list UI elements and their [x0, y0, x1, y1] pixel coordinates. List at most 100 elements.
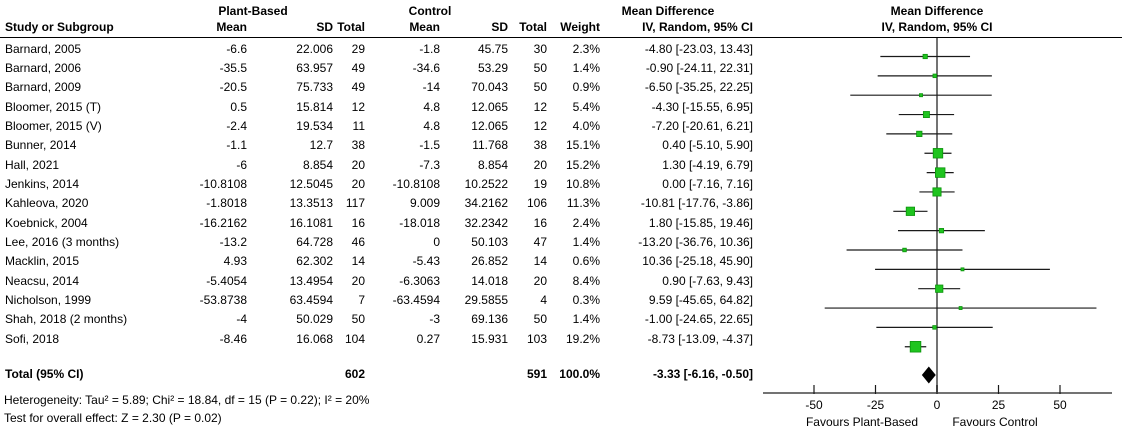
- weight: 2.4%: [572, 215, 600, 230]
- c-sd: 53.29: [477, 60, 508, 75]
- c-mean: 0: [433, 235, 440, 249]
- study-name: Barnard, 2009: [5, 80, 82, 95]
- md-ci: -8.73 [-13.09, -4.37]: [647, 331, 753, 346]
- c-mean: -3: [429, 312, 440, 327]
- col-c-sd: SD: [491, 20, 508, 34]
- c-mean: -10.8108: [392, 176, 440, 191]
- header-separator: [0, 37, 1122, 38]
- effect-square: [916, 130, 923, 137]
- effect-square: [935, 167, 946, 178]
- heterogeneity-note: Heterogeneity: Tau² = 5.89; Chi² = 18.84…: [4, 393, 370, 407]
- c-total: 19: [533, 176, 547, 191]
- pb-sd: 15.814: [296, 99, 333, 114]
- study-name: Shah, 2018 (2 months): [5, 312, 128, 327]
- c-sd: 10.2522: [464, 176, 508, 191]
- pb-mean: 4.93: [223, 254, 247, 269]
- pb-mean: -4: [236, 312, 247, 327]
- effect-square: [932, 148, 944, 159]
- pb-total: 104: [344, 331, 365, 346]
- pb-total: 117: [345, 196, 365, 211]
- weight: 11.3%: [566, 196, 600, 211]
- c-mean: -5.43: [412, 254, 440, 269]
- table-row: Barnard, 2009 -20.5 75.733 49 -14 70.043 50 0.9…: [0, 79, 1122, 95]
- pb-mean: -1.8018: [206, 196, 247, 211]
- table-row: Barnard, 2005 -6.6 22.006 29 -1.8 45.75 30 2.3%…: [0, 41, 1122, 57]
- col-study: Study or Subgroup: [5, 20, 114, 34]
- weight: 0.9%: [572, 80, 600, 95]
- table-row: Koebnick, 2004 -16.2162 16.1081 16 -18.018 32…: [0, 215, 1122, 231]
- c-total: 103: [526, 331, 547, 346]
- pb-mean: -6.6: [226, 41, 247, 56]
- total-label: Total (95% CI): [5, 367, 84, 381]
- c-mean: -6.3063: [399, 273, 440, 288]
- c-mean: -1.8: [419, 41, 440, 56]
- c-sd: 15.931: [471, 331, 508, 346]
- pb-sd: 12.5045: [289, 176, 333, 191]
- col-c-total: Total: [519, 20, 547, 34]
- pb-mean: -35.5: [219, 60, 247, 75]
- study-name: Bunner, 2014: [5, 138, 77, 153]
- effect-square: [938, 228, 945, 234]
- c-total: 30: [533, 41, 547, 56]
- pb-total: 7: [358, 293, 365, 308]
- favours-right-label: Favours Control: [952, 415, 1037, 429]
- c-mean: -14: [422, 80, 440, 95]
- c-sd: 8.854: [477, 157, 508, 172]
- weight: 15.1%: [565, 138, 600, 153]
- md-ci: 0.90 [-7.63, 9.43]: [662, 273, 753, 288]
- study-name: Macklin, 2015: [5, 254, 80, 269]
- weight: 10.8%: [565, 176, 600, 191]
- study-name: Lee, 2016 (3 months): [5, 235, 120, 249]
- c-mean: -34.6: [412, 60, 440, 75]
- c-sd: 29.5855: [464, 293, 508, 308]
- effect-square: [919, 93, 923, 98]
- c-mean: 4.8: [423, 99, 440, 114]
- total-weight: 100.0%: [559, 367, 600, 381]
- table-row: Barnard, 2006 -35.5 63.957 49 -34.6 53.29 50 1.…: [0, 60, 1122, 76]
- pb-mean: -6: [236, 157, 247, 172]
- effect-square: [902, 247, 907, 253]
- table-row: Macklin, 2015 4.93 62.302 14 -5.43 26.852 14 0.…: [0, 253, 1122, 269]
- c-mean: -1.5: [419, 138, 440, 153]
- c-sd: 26.852: [471, 254, 508, 269]
- pb-total: 38: [351, 138, 365, 153]
- study-name: Neacsu, 2014: [5, 273, 80, 288]
- pb-sd: 12.7: [309, 138, 333, 153]
- weight: 8.4%: [572, 273, 600, 288]
- c-total: 14: [533, 254, 547, 269]
- table-row: Shah, 2018 (2 months) -4 50.029 50 -3 69.136 5…: [0, 311, 1122, 327]
- c-sd: 14.018: [471, 273, 508, 288]
- table-row: Hall, 2021 -6 8.854 20 -7.3 8.854 20 15.2% 1.30 …: [0, 157, 1122, 173]
- tick-label: 25: [992, 398, 1006, 412]
- pb-total: 49: [351, 60, 365, 75]
- pb-sd: 75.733: [296, 80, 333, 95]
- pb-mean: -2.4: [226, 118, 247, 133]
- table-row: Jenkins, 2014 -10.8108 12.5045 20 -10.8108 10…: [0, 176, 1122, 192]
- weight: 0.6%: [572, 254, 600, 269]
- pb-total: 49: [351, 80, 365, 95]
- effect-square: [922, 53, 928, 60]
- pb-mean: -16.2162: [199, 215, 247, 230]
- plot-title: Mean Difference: [890, 4, 984, 18]
- col-group-control: Control: [408, 4, 452, 18]
- total-md-ci: -3.33 [-6.16, -0.50]: [652, 367, 753, 381]
- md-ci: 1.30 [-4.19, 6.79]: [662, 157, 753, 172]
- overall-effect-note: Test for overall effect: Z = 2.30 (P = 0…: [4, 411, 222, 425]
- pb-sd: 13.3513: [289, 196, 333, 211]
- tick-label: -25: [867, 398, 885, 412]
- pb-sd: 63.957: [296, 60, 333, 75]
- md-ci: 9.59 [-45.65, 64.82]: [648, 293, 753, 308]
- col-group-plant-based: Plant-Based: [218, 4, 288, 18]
- c-total: 20: [533, 157, 547, 172]
- c-sd: 12.065: [471, 118, 508, 133]
- c-sd: 12.065: [471, 99, 508, 114]
- pb-sd: 13.4954: [289, 273, 333, 288]
- pb-mean: -10.8108: [199, 176, 247, 191]
- pb-total: 11: [352, 118, 365, 133]
- c-sd: 45.75: [477, 41, 508, 56]
- table-row: Nicholson, 1999 -53.8738 63.4594 7 -63.4594 2…: [0, 292, 1122, 308]
- study-name: Bloomer, 2015 (T): [5, 99, 102, 114]
- effect-square: [932, 73, 937, 79]
- col-pb-mean: Mean: [216, 20, 247, 34]
